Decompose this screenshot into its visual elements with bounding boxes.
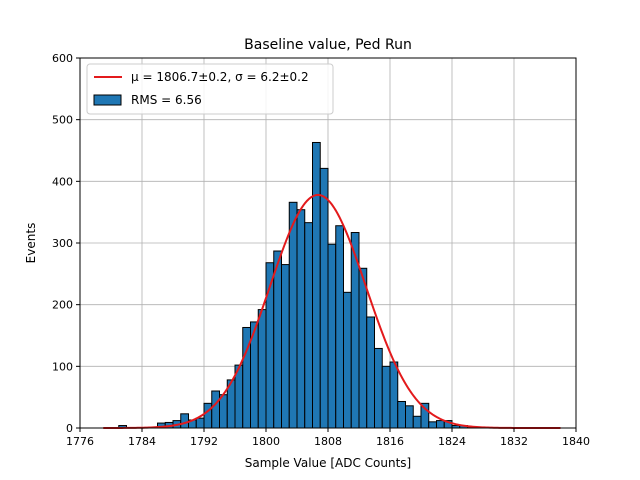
- histogram-bar: [358, 267, 368, 429]
- histogram-bar: [335, 225, 344, 429]
- histogram-bar: [389, 361, 399, 429]
- x-tick-label: 1776: [66, 435, 94, 448]
- histogram-bar: [405, 405, 414, 429]
- histogram-bar: [397, 400, 406, 429]
- histogram-bar: [327, 243, 337, 429]
- y-axis-label: Events: [24, 223, 38, 264]
- y-tick-label: 600: [52, 52, 73, 65]
- legend-fit-label: μ = 1806.7±0.2, σ = 6.2±0.2: [131, 70, 309, 84]
- y-axis-ticks: 0 100 200 300 400 500 600: [52, 52, 80, 435]
- histogram-bar: [195, 417, 205, 429]
- y-tick-label: 500: [52, 114, 73, 127]
- histogram-bar: [281, 264, 290, 429]
- histogram-bar: [436, 420, 445, 429]
- histogram-bar: [304, 222, 313, 429]
- histogram-bars: [118, 141, 476, 429]
- histogram-bar: [273, 250, 282, 429]
- histogram-bar: [219, 394, 228, 429]
- x-tick-label: 1840: [562, 435, 590, 448]
- histogram-bar: [374, 347, 383, 429]
- histogram-bar: [319, 167, 329, 429]
- y-tick-label: 200: [52, 299, 73, 312]
- fit-curve: [103, 193, 561, 429]
- legend-hist-swatch: [93, 94, 122, 106]
- histogram-bar: [412, 415, 422, 429]
- x-tick-label: 1824: [438, 435, 466, 448]
- chart-title: Baseline value, Ped Run: [244, 37, 412, 53]
- histogram-bar: [381, 365, 391, 429]
- x-tick-label: 1792: [190, 435, 218, 448]
- y-tick-label: 400: [52, 175, 73, 188]
- legend: μ = 1806.7±0.2, σ = 6.2±0.2 RMS = 6.56: [86, 63, 334, 115]
- histogram-bar: [312, 141, 321, 429]
- legend-hist-label: RMS = 6.56: [131, 93, 202, 107]
- y-tick-label: 0: [66, 422, 73, 435]
- y-tick-label: 100: [52, 360, 73, 373]
- histogram-bar: [366, 316, 375, 429]
- x-tick-label: 1816: [376, 435, 404, 448]
- legend-box: [86, 63, 334, 115]
- x-tick-label: 1800: [252, 435, 280, 448]
- histogram-bar: [203, 402, 213, 429]
- gaussian-fit: [103, 193, 561, 429]
- x-tick-label: 1832: [500, 435, 528, 448]
- histogram-bar: [211, 390, 220, 429]
- histogram-bar: [343, 291, 352, 429]
- x-axis-label: Sample Value [ADC Counts]: [245, 456, 411, 470]
- x-axis-ticks: 1776 1784 1792 1800 1808 1816 1824 1832 1840: [66, 428, 590, 448]
- histogram-bar: [288, 201, 298, 429]
- histogram-bar: [257, 309, 267, 429]
- x-tick-label: 1784: [128, 435, 156, 448]
- x-tick-label: 1808: [314, 435, 342, 448]
- y-tick-label: 300: [52, 237, 73, 250]
- histogram-bar: [180, 413, 189, 429]
- histogram-bar: [296, 209, 306, 429]
- histogram-bar: [428, 421, 437, 429]
